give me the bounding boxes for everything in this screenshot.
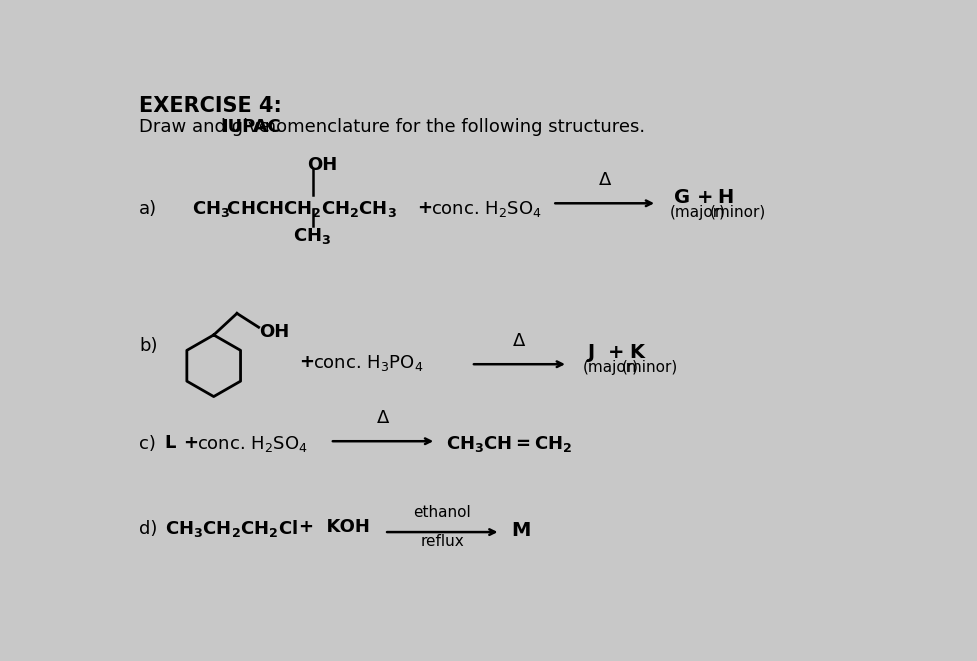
Text: conc. $\mathregular{H_2SO_4}$: conc. $\mathregular{H_2SO_4}$ xyxy=(196,434,307,453)
Text: $\mathregular{CH_3CH{=}CH_2}$: $\mathregular{CH_3CH{=}CH_2}$ xyxy=(446,434,572,453)
Text: (minor): (minor) xyxy=(709,205,765,220)
Text: J: J xyxy=(586,342,594,362)
Text: conc. $\mathregular{H_3PO_4}$: conc. $\mathregular{H_3PO_4}$ xyxy=(313,353,423,373)
Text: nomenclature for the following structures.: nomenclature for the following structure… xyxy=(258,118,644,136)
Text: $\mathregular{CH_3CH_2CH_2Cl}$: $\mathregular{CH_3CH_2CH_2Cl}$ xyxy=(165,518,298,539)
Text: +: + xyxy=(299,353,314,371)
Text: ethanol: ethanol xyxy=(413,505,471,520)
Text: EXERCISE 4:: EXERCISE 4: xyxy=(139,97,282,116)
Text: a): a) xyxy=(139,200,157,218)
Text: c): c) xyxy=(139,435,156,453)
Text: reflux: reflux xyxy=(420,533,464,549)
Text: b): b) xyxy=(139,337,157,355)
Text: K: K xyxy=(628,342,644,362)
Text: $\Delta$: $\Delta$ xyxy=(512,332,526,350)
Text: (major): (major) xyxy=(582,360,638,375)
Text: +: + xyxy=(607,342,623,362)
Text: conc. $\mathregular{H_2SO_4}$: conc. $\mathregular{H_2SO_4}$ xyxy=(430,199,541,219)
Text: OH: OH xyxy=(307,156,337,175)
Text: d): d) xyxy=(139,520,157,538)
Text: H: H xyxy=(717,188,733,207)
Text: IUPAC: IUPAC xyxy=(221,118,281,136)
Text: +: + xyxy=(183,434,197,451)
Text: +: + xyxy=(416,199,431,217)
Text: OH: OH xyxy=(259,323,289,340)
Text: +  KOH: + KOH xyxy=(299,518,369,536)
Text: M: M xyxy=(511,522,531,540)
Text: $\Delta$: $\Delta$ xyxy=(597,171,612,190)
Text: L: L xyxy=(165,434,176,451)
Text: (minor): (minor) xyxy=(620,360,677,375)
Text: Draw and give: Draw and give xyxy=(139,118,276,136)
Text: $\mathregular{CH_3}$: $\mathregular{CH_3}$ xyxy=(292,225,330,246)
Text: (major): (major) xyxy=(668,205,725,220)
Text: $\Delta$: $\Delta$ xyxy=(375,409,390,428)
Text: +: + xyxy=(697,188,713,207)
Text: G: G xyxy=(673,188,690,207)
Text: $\mathregular{CH_3\!CHCHCH_2CH_2CH_3}$: $\mathregular{CH_3\!CHCHCH_2CH_2CH_3}$ xyxy=(191,199,397,219)
